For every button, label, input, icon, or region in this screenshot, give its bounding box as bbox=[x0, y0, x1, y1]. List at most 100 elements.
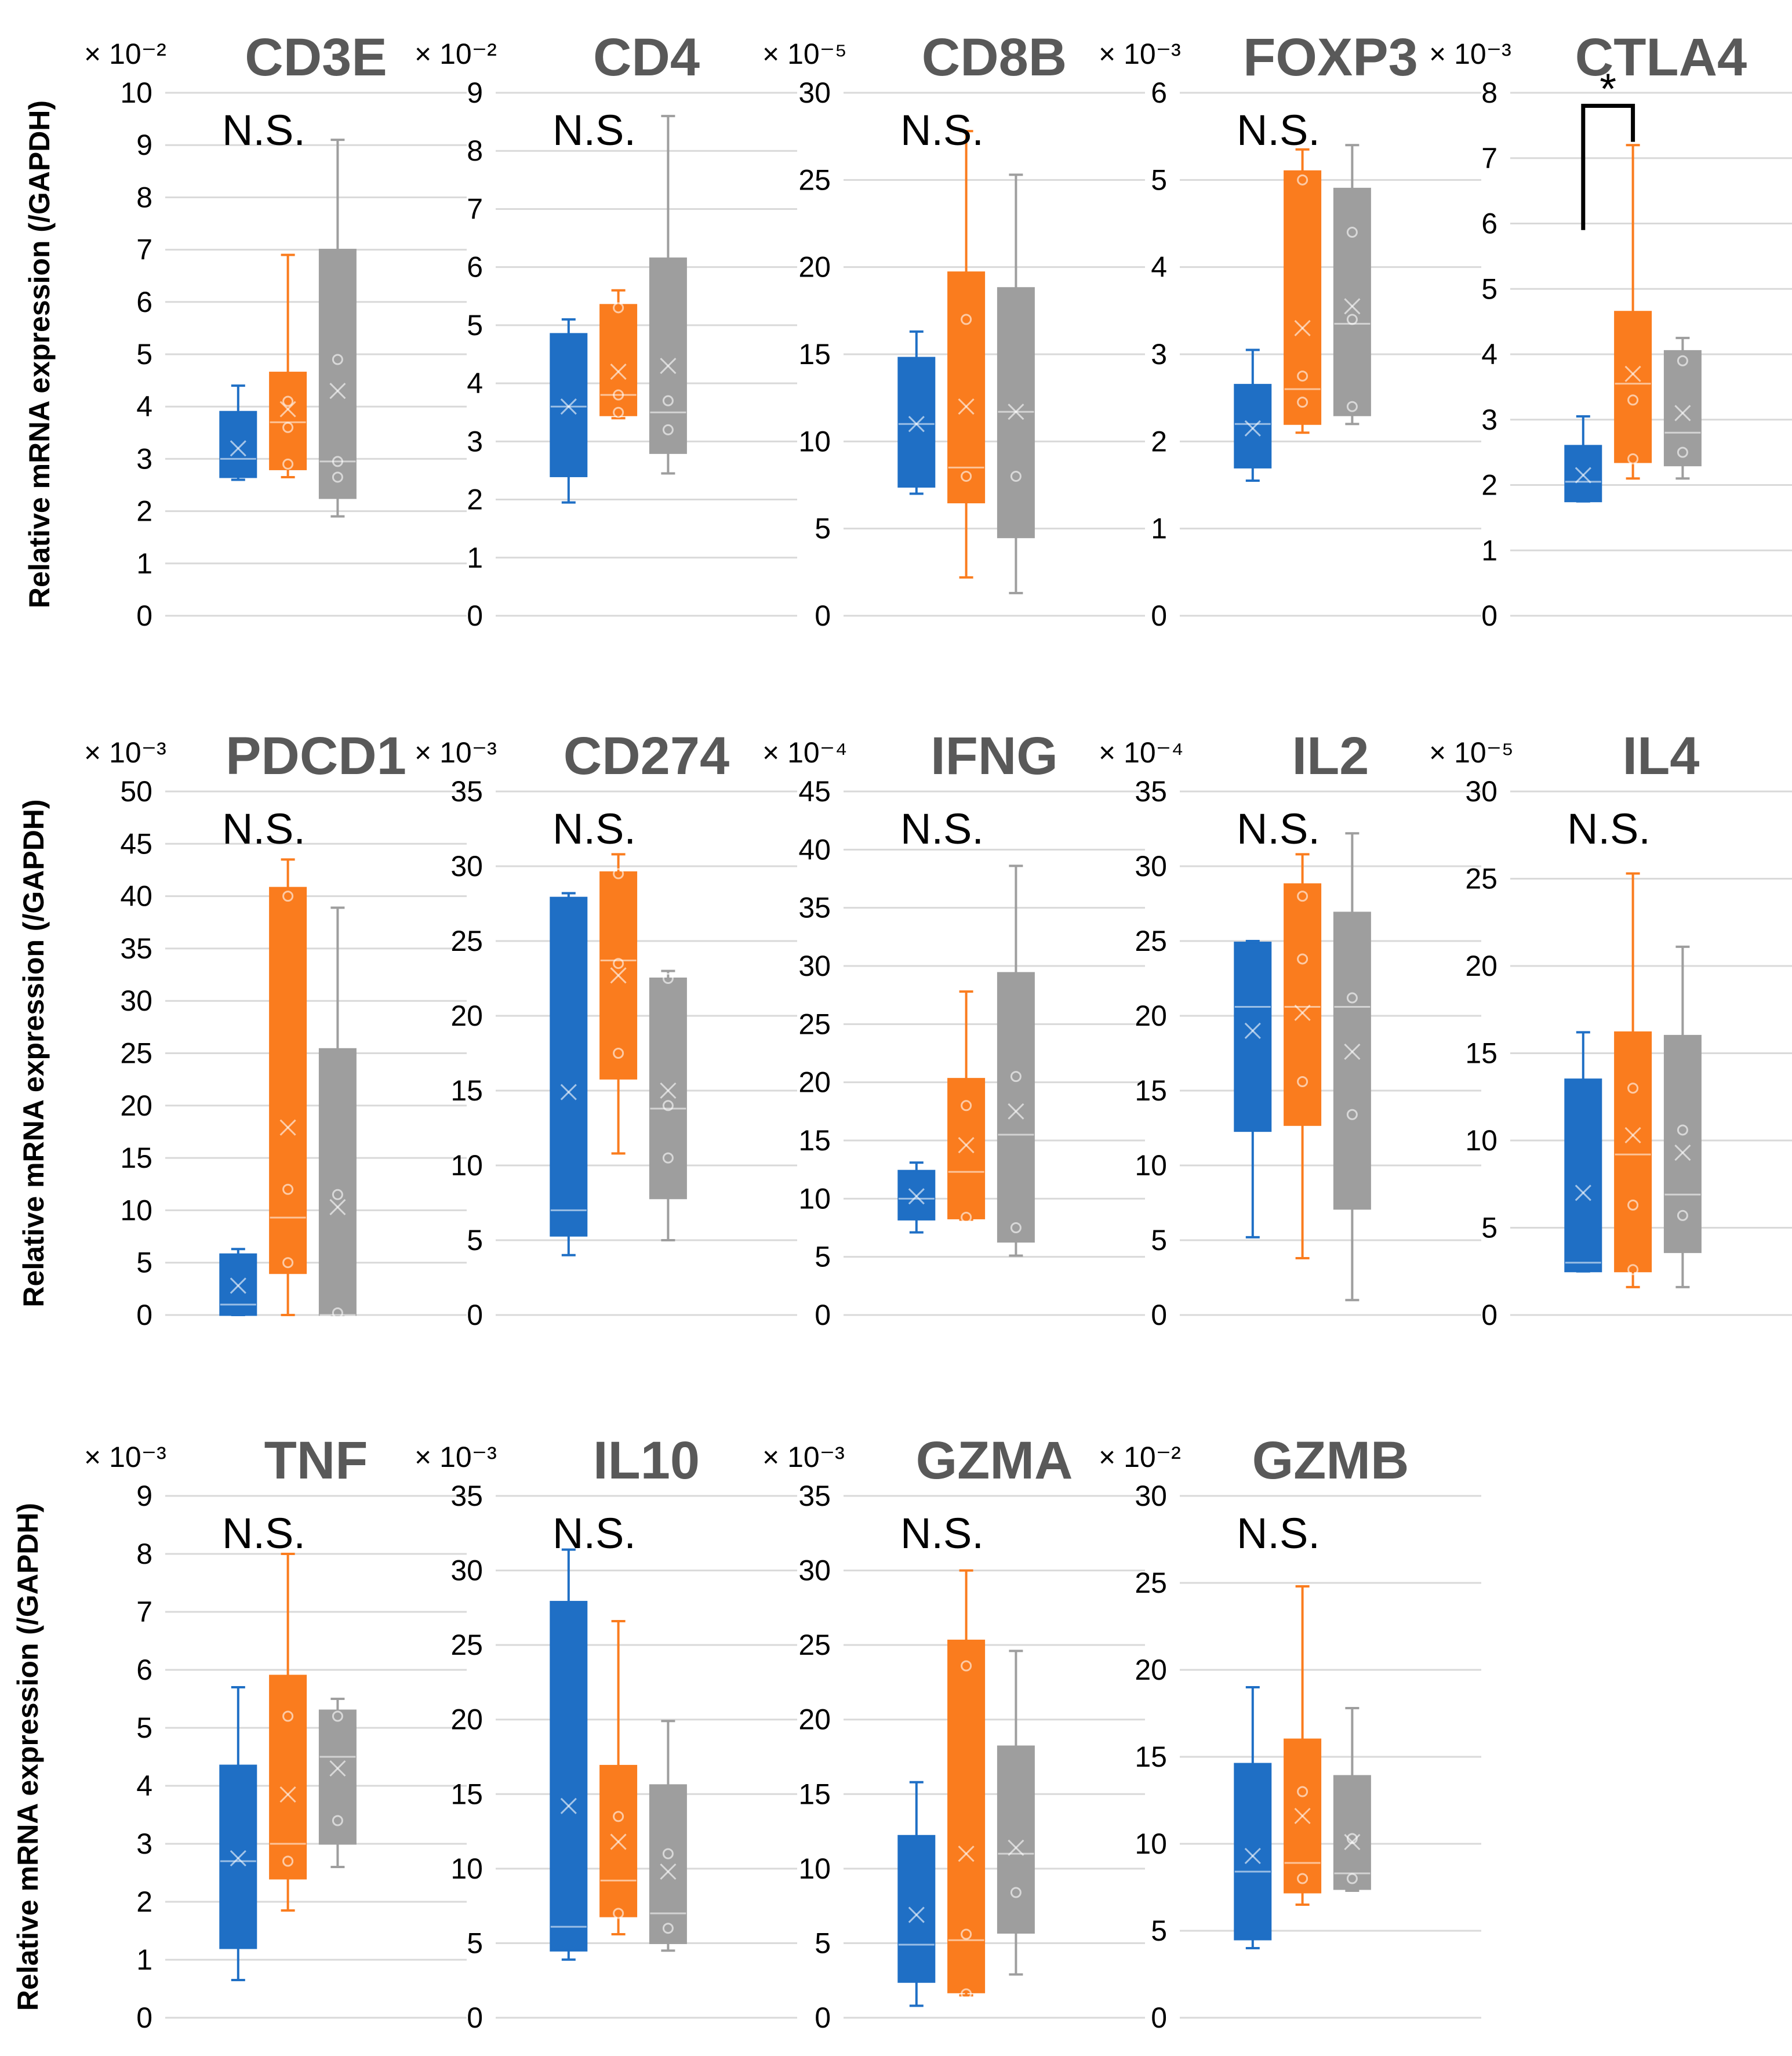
data-point bbox=[282, 422, 294, 433]
y-tick-label: 7 bbox=[136, 234, 152, 266]
y-tick-label: 10 bbox=[450, 1149, 483, 1182]
box-iqr bbox=[997, 972, 1035, 1243]
box-iqr bbox=[269, 372, 307, 470]
data-point bbox=[613, 1908, 624, 1919]
panel-cd274: 0 5 10 15 20 25 30 35 × 10⁻³ CD274 N.S. bbox=[415, 726, 797, 1331]
y-tick-label: 5 bbox=[1151, 1224, 1167, 1256]
scale-label: × 10⁻⁵ bbox=[1429, 736, 1514, 769]
panel-il2: 0 5 10 15 20 25 30 35 × 10⁻⁴ IL2 N.S. bbox=[1099, 726, 1481, 1331]
panel-title: CD274 bbox=[564, 726, 729, 786]
panel-title: TNF bbox=[264, 1431, 368, 1490]
data-point bbox=[332, 456, 343, 467]
data-point bbox=[613, 302, 624, 314]
box-iqr bbox=[269, 887, 307, 1274]
data-point bbox=[613, 406, 624, 418]
data-point bbox=[332, 1710, 343, 1722]
y-tick-label: 0 bbox=[467, 2001, 483, 2034]
box-iqr bbox=[1614, 311, 1652, 463]
y-tick-label: 25 bbox=[450, 1629, 483, 1661]
mean-marker bbox=[1575, 1185, 1591, 1201]
box-foxp3-group-1 bbox=[1234, 348, 1272, 482]
scale-label: × 10⁻³ bbox=[762, 1441, 845, 1473]
mean-marker bbox=[1344, 1043, 1361, 1060]
y-axis-label: Relative mRNA expression (/GAPDH) bbox=[17, 799, 50, 1307]
mean-marker bbox=[660, 1863, 677, 1880]
box-ifng-group-1 bbox=[897, 1161, 936, 1234]
data-point bbox=[613, 1048, 624, 1059]
panel-ifng: 0 5 10 15 20 25 30 35 40 45 × 10⁻⁴ IFNG N.S. bbox=[762, 726, 1145, 1331]
y-tick-label: 4 bbox=[136, 1770, 152, 1802]
y-axis-label: Relative mRNA expression (/GAPDH) bbox=[12, 1503, 44, 2011]
box-iqr bbox=[1333, 1775, 1371, 1890]
data-point bbox=[1346, 1109, 1358, 1120]
data-point bbox=[662, 1152, 674, 1164]
panel-cd4: 0 1 2 3 4 5 6 7 8 9 × 10⁻² CD4 N.S. bbox=[415, 28, 797, 632]
mean-marker bbox=[329, 1198, 346, 1216]
data-point bbox=[1677, 1124, 1688, 1136]
panel-title: IL4 bbox=[1623, 726, 1700, 786]
data-point bbox=[613, 389, 624, 401]
scale-label: × 10⁻² bbox=[84, 38, 166, 70]
mean-marker bbox=[1344, 298, 1361, 315]
panel-title: CTLA4 bbox=[1575, 28, 1747, 87]
data-point bbox=[1297, 1786, 1308, 1797]
y-tick-label: 35 bbox=[450, 775, 483, 808]
data-point bbox=[282, 891, 294, 902]
mean-marker bbox=[1294, 1004, 1311, 1021]
data-point bbox=[1627, 453, 1639, 464]
data-point bbox=[1297, 1873, 1308, 1884]
box-il10-group-1 bbox=[550, 1548, 588, 1961]
significance-label: N.S. bbox=[1237, 805, 1320, 853]
y-tick-label: 5 bbox=[1481, 1212, 1497, 1244]
data-point bbox=[282, 1855, 294, 1867]
y-tick-label: 1 bbox=[467, 542, 483, 574]
y-tick-label: 5 bbox=[136, 338, 152, 370]
y-tick-label: 9 bbox=[467, 77, 483, 109]
box-iqr bbox=[947, 271, 986, 504]
y-tick-label: 5 bbox=[136, 1247, 152, 1279]
y-tick-label: 20 bbox=[798, 1066, 831, 1099]
data-point bbox=[1346, 992, 1358, 1004]
box-foxp3-group-3 bbox=[1333, 144, 1371, 426]
panel-pdcd1: 0 5 10 15 20 25 30 35 40 45 50 × 10⁻³ PDCD1 N.S. Relat… bbox=[17, 726, 467, 1331]
significance-label: N.S. bbox=[222, 805, 306, 853]
data-point bbox=[1677, 446, 1688, 458]
data-point bbox=[282, 395, 294, 407]
box-iqr bbox=[1234, 384, 1272, 468]
box-iqr bbox=[550, 896, 588, 1237]
data-point bbox=[282, 1710, 294, 1722]
panel-title: IL2 bbox=[1292, 726, 1369, 786]
y-tick-label: 15 bbox=[798, 338, 831, 370]
data-point bbox=[662, 1100, 674, 1111]
data-point bbox=[613, 868, 624, 880]
y-tick-label: 0 bbox=[136, 2001, 152, 2034]
panel-ctla4: 0 1 2 3 4 5 6 7 8 × 10⁻³ CTLA4* bbox=[1429, 28, 1792, 632]
y-tick-label: 1 bbox=[1481, 534, 1497, 566]
scale-label: × 10⁻⁴ bbox=[1099, 736, 1184, 769]
box-iqr bbox=[1234, 1763, 1272, 1941]
mean-marker bbox=[1575, 467, 1591, 484]
y-tick-label: 35 bbox=[798, 892, 831, 924]
box-iqr bbox=[550, 333, 588, 477]
box-cd3e-group-2 bbox=[269, 253, 307, 478]
mean-marker bbox=[610, 364, 627, 380]
y-tick-label: 5 bbox=[815, 1241, 831, 1273]
y-tick-label: 8 bbox=[1481, 77, 1497, 109]
data-point bbox=[332, 354, 343, 365]
y-tick-label: 5 bbox=[136, 1712, 152, 1744]
y-tick-label: 25 bbox=[450, 925, 483, 957]
box-gzmb-group-1 bbox=[1234, 1686, 1272, 1949]
box-iqr bbox=[649, 257, 687, 454]
data-point bbox=[332, 1189, 343, 1200]
box-ctla4-group-3 bbox=[1663, 336, 1702, 480]
mean-marker bbox=[1008, 404, 1024, 420]
box-iqr bbox=[649, 1784, 687, 1944]
box-iqr bbox=[550, 1601, 588, 1952]
y-tick-label: 20 bbox=[1135, 1000, 1167, 1032]
box-iqr bbox=[269, 1674, 307, 1880]
data-point bbox=[1297, 397, 1308, 408]
box-il10-group-2 bbox=[599, 1620, 638, 1935]
y-tick-label: 9 bbox=[136, 129, 152, 161]
significance-label: N.S. bbox=[900, 1509, 984, 1557]
mean-marker bbox=[1624, 365, 1641, 382]
